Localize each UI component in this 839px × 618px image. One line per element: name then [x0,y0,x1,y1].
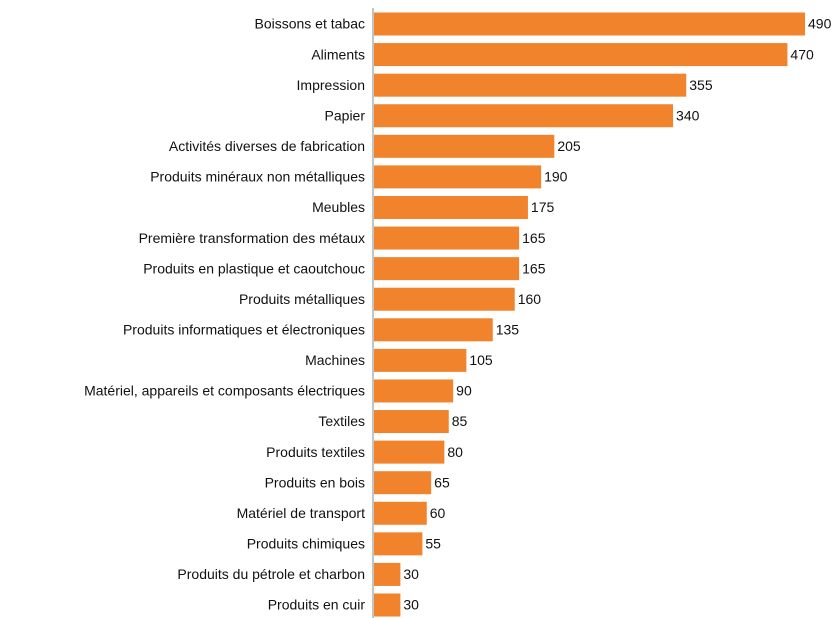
category-label: Boissons et tabac [254,16,365,32]
value-label: 470 [790,46,814,62]
value-label: 190 [544,169,568,185]
value-label: 65 [434,474,450,490]
category-label: Produits métalliques [239,291,365,307]
value-label: 355 [689,77,713,93]
value-label: 165 [522,260,546,276]
category-label: Impression [297,77,365,93]
value-label: 175 [531,199,555,215]
bar [374,532,423,556]
category-label: Produits minéraux non métalliques [150,169,365,185]
value-label: 85 [452,413,468,429]
category-label: Activités diverses de fabrication [169,138,365,154]
category-label: Matériel de transport [237,505,366,521]
category-label: Produits textiles [266,444,365,460]
value-label: 160 [518,291,542,307]
bar [374,501,427,525]
category-label: Meubles [312,199,365,215]
category-label: Première transformation des métaux [139,230,365,246]
bar [374,471,432,495]
value-label: 30 [403,566,419,582]
category-label: Produits chimiques [247,536,365,552]
bar [374,43,788,67]
bar [374,440,445,464]
bar [374,73,687,97]
category-label: Produits en cuir [268,597,366,613]
bar [374,348,467,372]
value-label: 135 [496,322,520,338]
category-label: Produits informatiques et électroniques [123,322,365,338]
bar [374,257,520,281]
bar [374,287,515,311]
bar [374,104,674,128]
bar [374,318,493,342]
value-label: 165 [522,230,546,246]
bar [374,12,805,36]
category-label: Aliments [311,46,365,62]
bar [374,379,454,403]
category-label: Produits en plastique et caoutchouc [143,260,365,276]
value-label: 60 [430,505,446,521]
category-label: Matériel, appareils et composants électr… [84,383,365,399]
value-label: 340 [676,107,700,123]
value-label: 105 [469,352,493,368]
bar [374,593,401,617]
value-label: 55 [425,536,441,552]
bar [374,195,528,219]
bar [374,134,555,158]
category-label: Textiles [318,413,365,429]
bar [374,226,520,250]
value-label: 80 [447,444,463,460]
category-label: Produits en bois [265,474,365,490]
category-label: Machines [305,352,365,368]
value-label: 490 [808,16,832,32]
bar [374,165,542,189]
value-label: 90 [456,383,472,399]
category-label: Produits du pétrole et charbon [177,566,365,582]
category-label: Papier [325,107,366,123]
value-label: 205 [557,138,581,154]
value-label: 30 [403,597,419,613]
bar [374,410,449,434]
bar [374,562,401,586]
